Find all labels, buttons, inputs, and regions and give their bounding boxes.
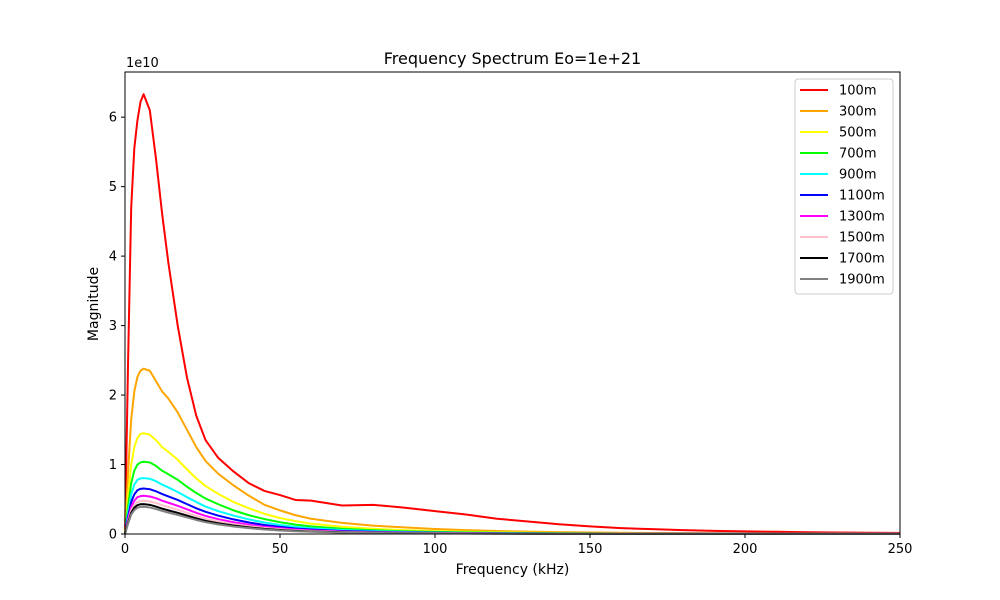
x-axis-title: Frequency (kHz) xyxy=(456,562,570,578)
legend-label-700m: 700m xyxy=(839,147,876,162)
y-axis-title: Magnitude xyxy=(86,267,102,341)
y-tick-label: 1 xyxy=(109,458,117,473)
legend-label-1500m: 1500m xyxy=(839,231,885,246)
y-tick-label: 4 xyxy=(109,250,117,265)
y-offset-label: 1e10 xyxy=(126,56,159,71)
legend-label-900m: 900m xyxy=(839,168,876,183)
x-tick-label: 200 xyxy=(733,542,758,557)
series-line-100m xyxy=(124,93,901,535)
x-tick-label: 50 xyxy=(272,542,289,557)
plot-frame xyxy=(124,71,901,535)
y-axis: 0 1 2 3 4 5 6 xyxy=(109,111,125,543)
x-tick-label: 150 xyxy=(578,542,603,557)
legend: 100m 300m 500m 700m 900m 1100m 1300m 1500m 1700m… xyxy=(794,78,894,295)
legend-label-1300m: 1300m xyxy=(839,210,885,225)
legend-label-1900m: 1900m xyxy=(839,273,885,288)
x-tick-label: 250 xyxy=(888,542,913,557)
x-tick-label: 100 xyxy=(423,542,448,557)
x-tick-label: 0 xyxy=(121,542,129,557)
y-tick-label: 5 xyxy=(109,180,117,195)
chart-title: Frequency Spectrum Eo=1e+21 xyxy=(384,49,641,68)
y-tick-label: 0 xyxy=(109,528,117,543)
legend-label-500m: 500m xyxy=(839,126,876,141)
y-tick-label: 2 xyxy=(109,389,117,404)
legend-label-1700m: 1700m xyxy=(839,252,885,267)
legend-label-100m: 100m xyxy=(839,84,876,99)
legend-label-300m: 300m xyxy=(839,105,876,120)
y-tick-label: 3 xyxy=(109,319,117,334)
x-axis: 0 50 100 150 200 250 xyxy=(121,534,913,557)
y-tick-label: 6 xyxy=(109,111,117,126)
legend-label-1100m: 1100m xyxy=(839,189,885,204)
